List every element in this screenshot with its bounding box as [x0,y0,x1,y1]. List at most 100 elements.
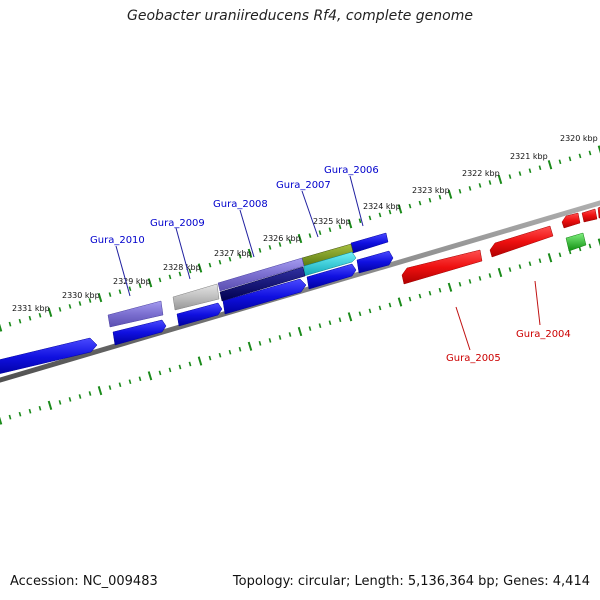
minor-tick [528,261,532,267]
gene-labels: Gura_2006 Gura_2007 Gura_2008 Gura_2009 … [90,165,571,364]
minor-tick [18,318,22,324]
minor-tick [368,215,372,221]
minor-tick [158,277,162,283]
leader-gura-2004 [534,280,541,326]
scale-label: 2321 kbp [510,152,548,161]
minor-tick [268,245,272,250]
map-title: Geobacter uraniireducens Rf4, complete g… [127,8,473,24]
major-tick [347,312,353,322]
gene-label-gura-2005: Gura_2005 [446,353,501,364]
minor-tick [168,274,172,280]
leader-gura-2007 [301,190,319,238]
gene-gura-2004 [489,225,554,258]
major-tick [597,145,600,154]
gene-arrow [219,266,306,302]
minor-tick [18,411,22,417]
minor-tick [468,186,472,191]
scale-label: 2329 kbp [113,277,151,286]
upper-scale-ticks [0,145,600,332]
minor-tick [208,262,212,268]
minor-tick [388,209,392,215]
gene-red-small [581,208,598,223]
minor-tick [588,243,592,249]
minor-tick [428,197,432,203]
gene-arrow [222,278,307,315]
minor-tick [468,279,472,284]
minor-tick [238,346,242,352]
gene-arrow [176,302,223,327]
minor-tick [88,298,92,303]
minor-tick [58,400,62,405]
gene-arrow [112,319,167,346]
minor-tick [278,242,282,247]
major-tick [547,253,553,263]
scale-label: 2328 kbp [163,263,201,272]
minor-tick [68,304,72,309]
leader-gura-2009 [175,227,191,280]
leader-gura-2005 [455,306,471,351]
minor-tick [238,253,242,259]
gene-arrow [306,263,357,290]
major-tick [147,278,153,288]
minor-tick [378,212,382,218]
minor-tick [488,273,492,278]
major-tick [0,416,3,425]
gene-label-gura-2008: Gura_2008 [213,199,268,210]
major-tick [497,267,503,278]
gene-gura-2010 [107,300,164,328]
minor-tick [368,308,372,314]
scale-label: 2322 kbp [462,169,500,178]
scale-label: 2331 kbp [12,304,50,313]
minor-tick [268,338,272,343]
minor-tick [138,376,142,382]
minor-tick [478,183,482,188]
minor-tick [38,405,42,411]
label-leaders-red [455,280,541,351]
gene-label-gura-2007: Gura_2007 [276,180,331,191]
minor-tick [418,200,422,206]
minor-tick [218,259,222,265]
minor-tick [228,349,232,355]
major-tick [197,356,203,366]
major-tick [97,386,103,396]
minor-tick [458,281,462,287]
minor-tick [558,159,562,165]
major-tick [147,371,153,381]
minor-tick [118,289,122,295]
minor-tick [478,276,482,281]
minor-tick [8,414,12,420]
minor-tick [408,296,412,302]
gene-arrow [356,250,394,274]
minor-tick [88,391,92,396]
gene-gura-2006 [350,232,389,254]
major-tick [447,282,453,292]
minor-tick [158,370,162,376]
major-tick [597,238,600,247]
minor-tick [8,321,12,327]
accession-text: Accession: NC_009483 [10,574,158,589]
minor-tick [108,292,112,297]
gene-label-gura-2010: Gura_2010 [90,235,145,246]
middle-genes [0,250,394,374]
reverse-genes [401,206,600,285]
gene-label-gura-2006: Gura_2006 [324,165,379,176]
minor-tick [68,397,72,402]
minor-tick [328,227,332,233]
minor-tick [528,168,532,174]
minor-tick [178,364,182,370]
minor-tick [208,355,212,361]
scale-label: 2324 kbp [363,202,401,211]
major-tick [197,263,203,273]
minor-tick [578,153,582,159]
minor-tick [538,258,542,264]
minor-tick [308,233,312,238]
minor-tick [518,264,522,269]
minor-tick [258,247,262,253]
major-tick [47,400,53,410]
minor-tick [338,317,342,323]
minor-tick [488,180,492,185]
major-tick [247,341,253,351]
gene-gura-2009 [172,283,220,311]
minor-tick [288,239,292,244]
